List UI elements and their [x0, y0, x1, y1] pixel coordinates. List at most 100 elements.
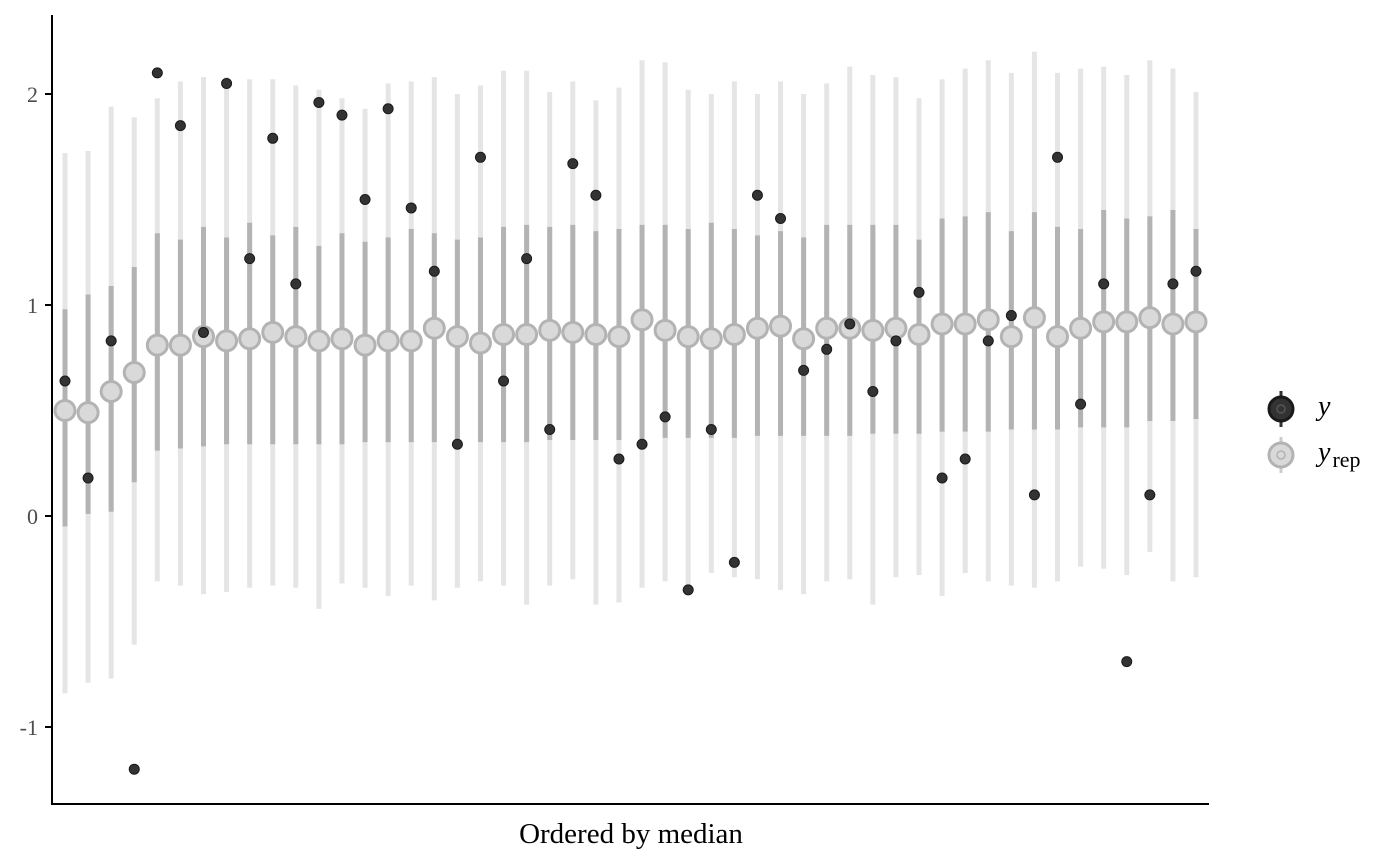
- y-tick-label-2: 1: [27, 293, 38, 318]
- observed-point-50: [1190, 265, 1202, 277]
- observed-point-4: [128, 763, 140, 775]
- median-point-3: [99, 380, 123, 404]
- observed-points: [59, 67, 1202, 775]
- observed-point-16: [405, 202, 417, 214]
- observed-point-20: [498, 375, 510, 387]
- observed-point-21: [521, 253, 533, 265]
- median-point-36: [861, 318, 885, 342]
- median-point-19: [468, 331, 492, 355]
- median-point-38: [907, 323, 931, 347]
- observed-point-48: [1144, 489, 1156, 501]
- observed-point-23: [567, 158, 579, 170]
- observed-point-5: [151, 67, 163, 79]
- observed-point-34: [821, 343, 833, 355]
- legend-yrep-label: yrep: [1315, 437, 1361, 472]
- median-point-23: [561, 320, 585, 344]
- observed-point-10: [267, 132, 279, 144]
- median-point-15: [376, 329, 400, 353]
- median-point-11: [284, 325, 308, 349]
- observed-point-29: [705, 423, 717, 435]
- median-point-27: [653, 318, 677, 342]
- legend-y-dot: [1276, 404, 1286, 414]
- observed-point-45: [1075, 398, 1087, 410]
- observed-point-2: [82, 472, 94, 484]
- observed-point-1: [59, 375, 71, 387]
- observed-point-15: [382, 103, 394, 115]
- legend-entry-y: y: [1267, 391, 1331, 427]
- median-point-12: [307, 329, 331, 353]
- observed-point-8: [221, 77, 233, 89]
- median-point-43: [1022, 306, 1046, 330]
- observed-point-24: [590, 189, 602, 201]
- observed-point-19: [474, 151, 486, 163]
- median-point-17: [422, 316, 446, 340]
- observed-point-14: [359, 194, 371, 205]
- median-point-6: [168, 333, 192, 357]
- legend: y yrep: [1267, 391, 1361, 473]
- median-point-48: [1138, 306, 1162, 330]
- legend-entry-yrep: yrep: [1267, 437, 1361, 473]
- median-point-5: [145, 333, 169, 357]
- observed-point-3: [105, 335, 117, 347]
- observed-point-40: [959, 453, 971, 465]
- median-point-46: [1092, 310, 1116, 334]
- legend-y-marker: [1267, 395, 1295, 423]
- median-point-13: [330, 327, 354, 351]
- observed-point-41: [982, 335, 994, 347]
- observed-point-26: [636, 438, 648, 450]
- legend-yrep-subscript: rep: [1332, 447, 1360, 472]
- observed-point-31: [751, 189, 763, 201]
- median-point-31: [745, 316, 769, 340]
- outer-intervals: [62, 51, 1199, 694]
- y-axis-ticks: -1 0 1 2: [20, 82, 52, 740]
- median-point-4: [122, 361, 146, 385]
- observed-point-12: [313, 96, 325, 108]
- median-point-32: [769, 314, 793, 338]
- axes: [51, 15, 1209, 805]
- median-point-37: [884, 316, 908, 340]
- observed-point-11: [290, 278, 302, 290]
- legend-y-label: y: [1315, 391, 1331, 422]
- observed-point-35: [844, 318, 856, 330]
- median-point-44: [1046, 325, 1070, 349]
- observed-point-22: [544, 423, 556, 435]
- observed-point-42: [1005, 310, 1017, 322]
- observed-point-47: [1121, 656, 1133, 668]
- observed-point-30: [728, 556, 740, 568]
- median-point-20: [492, 323, 516, 347]
- median-point-40: [953, 312, 977, 336]
- median-point-41: [976, 308, 1000, 332]
- median-point-34: [815, 316, 839, 340]
- median-points: [53, 306, 1208, 425]
- median-point-47: [1115, 310, 1139, 334]
- median-point-14: [353, 333, 377, 357]
- observed-point-27: [659, 411, 671, 423]
- median-point-16: [399, 329, 423, 353]
- observed-point-6: [174, 120, 186, 132]
- median-point-22: [538, 318, 562, 342]
- median-point-45: [1069, 316, 1093, 340]
- median-point-24: [584, 323, 608, 347]
- median-point-21: [515, 323, 539, 347]
- observed-point-9: [244, 253, 256, 265]
- observed-point-33: [798, 364, 810, 376]
- median-point-2: [76, 401, 100, 425]
- y-tick-label-1: 0: [27, 504, 38, 529]
- observed-point-18: [451, 438, 463, 450]
- observed-point-32: [775, 212, 787, 224]
- y-tick-label-0: -1: [20, 715, 38, 740]
- observed-point-38: [913, 286, 925, 298]
- observed-point-44: [1052, 151, 1064, 163]
- median-point-1: [53, 399, 77, 422]
- median-point-42: [999, 325, 1023, 349]
- observed-point-39: [936, 472, 948, 484]
- observed-point-37: [890, 335, 902, 347]
- observed-point-17: [428, 265, 440, 277]
- observed-point-43: [1028, 489, 1040, 501]
- median-point-50: [1184, 310, 1208, 334]
- median-point-33: [792, 327, 816, 351]
- legend-yrep-dot: [1276, 450, 1286, 460]
- median-point-39: [930, 312, 954, 336]
